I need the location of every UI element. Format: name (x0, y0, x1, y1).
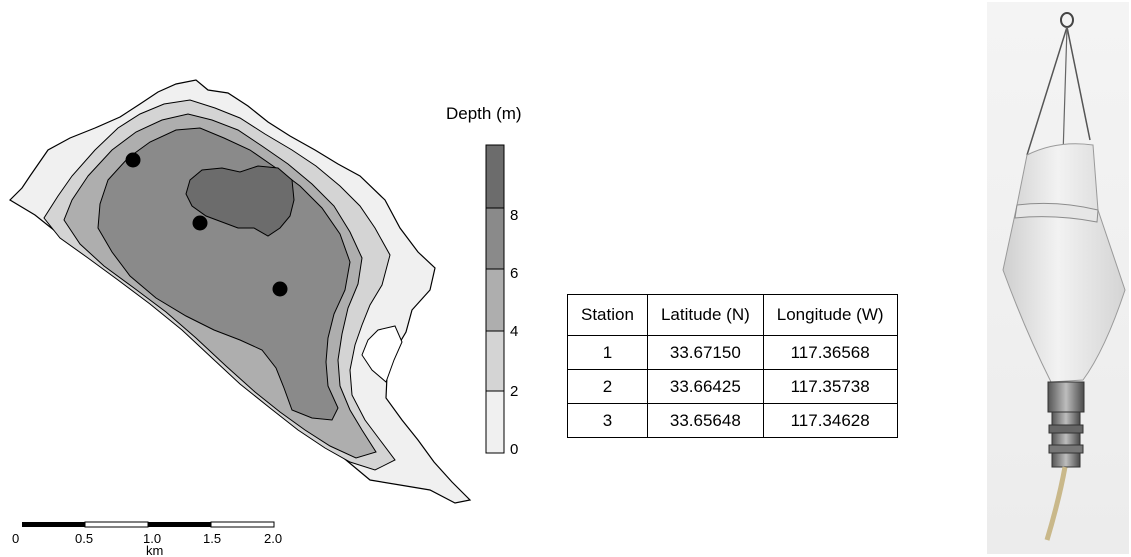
depth-legend: 8 6 4 2 0 (485, 144, 518, 458)
depth-zone-8-plus (185, 165, 295, 237)
table-header-cell: Station (567, 294, 648, 336)
table-row: 1 33.67150 117.36568 (567, 335, 898, 370)
scale-tick-label: 2.0 (264, 531, 282, 546)
bridle-rope (1066, 26, 1091, 141)
station-marker-3 (272, 281, 288, 297)
legend-tick-label: 4 (510, 323, 518, 340)
scale-bar: 0 0.5 1.0 1.5 2.0 km (12, 521, 282, 557)
legend-swatch-8-plus (485, 144, 505, 209)
lake-bathymetry-map (9, 79, 472, 504)
legend-swatch-2-4 (485, 330, 505, 392)
station-marker-1 (125, 152, 141, 168)
drain-hose (1044, 466, 1068, 541)
shore-inlet (361, 325, 403, 383)
scale-tick-label: 0 (12, 531, 19, 546)
legend-title: Depth (m) (446, 104, 522, 123)
legend-swatch-6-8 (485, 207, 505, 270)
table-cell: 33.65648 (646, 403, 764, 438)
legend-tick-label: 0 (510, 441, 518, 458)
table-header-cell: Latitude (N) (646, 294, 764, 336)
table-row: 2 33.66425 117.35738 (567, 369, 898, 404)
cod-end-bucket (1047, 381, 1085, 413)
station-marker-2 (192, 215, 208, 231)
legend-tick-label: 6 (510, 265, 518, 282)
plankton-net-photo (987, 2, 1129, 554)
cod-end-housing (1051, 411, 1081, 468)
table-cell: 117.34628 (762, 403, 898, 438)
bridle-rope (1062, 26, 1068, 156)
table-cell: 1 (567, 335, 648, 370)
table-cell: 117.35738 (762, 369, 898, 404)
table-cell: 2 (567, 369, 648, 404)
scale-tick-label: 1.0 (143, 531, 161, 546)
legend-swatch-0-2 (485, 390, 505, 454)
table-cell: 117.36568 (762, 335, 898, 370)
table-row: 3 33.65648 117.34628 (567, 403, 898, 438)
table-header-row: Station Latitude (N) Longitude (W) (567, 294, 898, 336)
scale-tick-label: 1.5 (203, 531, 221, 546)
legend-tick-label: 2 (510, 383, 518, 400)
scale-tick-label: 0.5 (75, 531, 93, 546)
station-coordinates-table: Station Latitude (N) Longitude (W) 1 33.… (567, 294, 898, 438)
table-header-cell: Longitude (W) (762, 294, 898, 336)
bridle-rope (1026, 26, 1068, 156)
legend-tick-label: 8 (510, 207, 518, 224)
table-cell: 33.66425 (646, 369, 764, 404)
scale-unit-label: km (146, 543, 163, 557)
table-cell: 3 (567, 403, 648, 438)
net-collar (1014, 202, 1099, 223)
legend-swatch-4-6 (485, 268, 505, 332)
table-cell: 33.67150 (646, 335, 764, 370)
